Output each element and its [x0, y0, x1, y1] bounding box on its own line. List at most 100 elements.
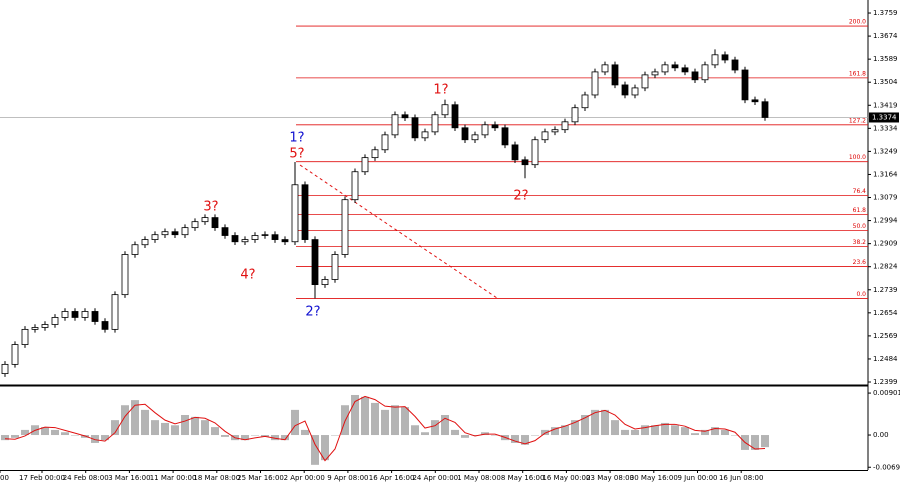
macd-bar [621, 429, 629, 436]
macd-bar [751, 435, 759, 450]
candle-body [331, 254, 339, 280]
macd-bar [541, 429, 549, 436]
macd-bar [651, 425, 659, 436]
candle-body [711, 54, 719, 66]
macd-tick-label: -0.00692 [873, 463, 900, 471]
y-tick-label: 1.2994 [873, 217, 898, 225]
candle-body [731, 59, 739, 71]
candle-body [271, 234, 279, 240]
candle-body [561, 121, 569, 131]
wave-label: 3? [203, 200, 218, 215]
macd-bar [101, 435, 109, 441]
macd-bar [451, 429, 459, 436]
macd-bar [271, 435, 279, 441]
candle-body [741, 69, 749, 101]
macd-bar [121, 405, 129, 436]
macd-bar [141, 409, 149, 436]
macd-bar [551, 427, 559, 436]
x-tick-label: 24 Apr 00:00 [412, 474, 458, 482]
macd-bar [161, 422, 169, 436]
candle-body [1, 363, 9, 375]
candle-body [621, 84, 629, 96]
macd-signal [4, 395, 766, 462]
candle-body [481, 124, 489, 136]
x-tick-label: 16 Jun 08:00 [719, 474, 763, 482]
candle-body [131, 244, 139, 255]
macd-bar [381, 409, 389, 436]
candle-body [21, 328, 29, 345]
candle-body [371, 149, 379, 159]
wave-label: 2? [305, 305, 320, 320]
candle-body [151, 234, 159, 240]
candle-body [671, 64, 679, 69]
candle-body [641, 74, 649, 89]
x-tick-label: 9 Apr 08:00 [327, 474, 368, 482]
macd-bar [391, 405, 399, 436]
macd-bar [461, 435, 469, 438]
candle-body [101, 321, 109, 330]
candle-body [611, 64, 619, 86]
y-tick-label: 1.3249 [873, 147, 898, 155]
fib-label: 50.0 [853, 223, 867, 230]
trend-line [299, 164, 498, 299]
macd-tick-label: 0.00 [873, 431, 889, 439]
candle-body [341, 199, 349, 255]
candle-body [651, 71, 659, 76]
candle-body [81, 311, 89, 318]
wave-label: 1? [289, 131, 304, 146]
macd-bar [11, 435, 19, 438]
candle-body [471, 134, 479, 141]
y-tick-label: 1.3674 [873, 32, 898, 40]
wave-label: 5? [289, 147, 304, 162]
x-tick-label: 1 May 08:00 [457, 474, 501, 482]
candle-body [461, 127, 469, 141]
macd-bar [91, 435, 99, 443]
macd-bar [571, 420, 579, 436]
candle-body [311, 239, 319, 286]
x-tick-label: 25 Mar 16:00 [237, 474, 284, 482]
candle-body [571, 107, 579, 123]
candle-body [201, 217, 209, 223]
candle-body [41, 324, 49, 328]
macd-bar [221, 435, 229, 437]
candle-body [761, 101, 769, 118]
y-tick-label: 1.2909 [873, 240, 898, 248]
fib-label: 23.6 [853, 259, 867, 266]
candle-body [11, 344, 19, 365]
y-tick-label: 1.2484 [873, 355, 898, 363]
x-tick-label: 00 [0, 474, 9, 482]
macd-bar [151, 420, 159, 436]
macd-bar [321, 435, 329, 461]
candle-body [631, 87, 639, 96]
candle-body [391, 114, 399, 136]
macd-bar [561, 425, 569, 436]
candle-body [121, 254, 129, 296]
y-tick-label: 1.3504 [873, 78, 898, 86]
x-tick-label: 2 Apr 00:00 [284, 474, 325, 482]
y-tick-label: 1.3334 [873, 124, 898, 132]
fib-label: 100.0 [849, 154, 866, 161]
candle-body [661, 64, 669, 73]
candle-body [511, 144, 519, 161]
wave-label: 2? [513, 189, 528, 204]
current-price-label: 1.3374 [872, 113, 897, 121]
macd-bar [191, 416, 199, 436]
candle-body [71, 311, 79, 318]
macd-bar [721, 429, 729, 436]
candle-body [291, 184, 299, 243]
plot-background [0, 0, 868, 470]
candle-body [411, 117, 419, 139]
candle-body [221, 227, 229, 236]
candle-body [521, 159, 529, 166]
y-tick-label: 1.2654 [873, 309, 898, 317]
macd-tick-label: 0.00901 [873, 389, 900, 397]
macd-bar [351, 394, 359, 436]
candle-body [171, 231, 179, 236]
candle-body [351, 171, 359, 201]
candle-body [491, 124, 499, 129]
candle-body [541, 131, 549, 141]
candle-body [191, 221, 199, 229]
x-tick-label: 11 Mar 00:00 [150, 474, 197, 482]
macd-bar [1, 435, 9, 441]
macd-bar [681, 427, 689, 436]
